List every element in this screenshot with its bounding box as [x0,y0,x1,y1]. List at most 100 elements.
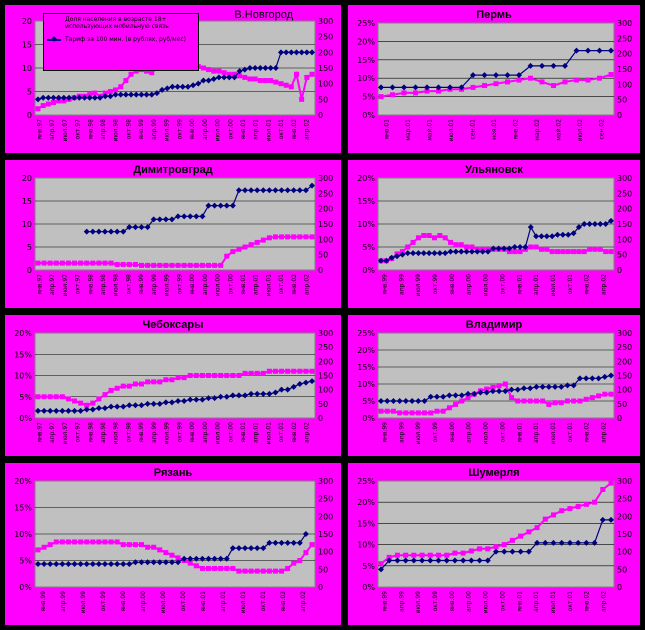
data-point [205,77,212,84]
left-tick-label: 0% [19,414,32,423]
data-point [452,248,459,255]
right-tick-label: 200 [617,357,632,366]
data-point [175,375,181,381]
data-point [285,234,291,240]
data-point [296,381,303,387]
data-point [254,187,261,194]
x-tick-label: май.02 [555,119,562,141]
x-tick-label: апр.99 [151,274,158,295]
data-point [190,82,197,89]
data-point [559,231,566,238]
data-point [122,91,129,98]
data-point [602,391,608,397]
x-tick-label: апр.01 [533,274,540,295]
data-point [97,94,104,101]
left-tick-label: 15 [22,197,32,206]
data-point [132,542,138,548]
data-point [608,72,614,78]
data-point [426,233,432,238]
data-point [187,560,193,566]
data-point [83,406,90,413]
data-point [278,187,285,194]
x-tick-label: апр.02 [304,119,311,140]
data-point [254,390,261,397]
data-point [272,389,279,396]
data-point [470,72,476,79]
data-point [143,91,150,98]
data-point [378,408,384,414]
data-point [138,402,145,409]
data-point [101,561,108,568]
data-point [187,213,194,220]
right-tick-label: 100 [318,80,333,89]
data-point [47,394,53,400]
data-point [260,370,266,376]
right-tick-label: 250 [617,189,632,198]
x-tick-label: апр.01 [253,422,260,443]
data-point [303,368,309,374]
data-point [272,65,279,71]
data-point [113,87,119,93]
data-point [297,234,303,240]
right-tick-label: 250 [318,343,333,352]
chart-svg-shumerlya: 0% 5% 10% 15% 20% 25% 0 50 100 150 200 250 300 янв.99… [357,477,632,613]
data-point [399,249,405,255]
data-point [169,262,175,268]
data-point [546,401,552,407]
data-point [309,378,315,385]
data-point [603,249,609,255]
data-point [451,557,458,564]
data-point [493,544,499,550]
right-tick-label: 100 [617,386,632,395]
data-point [484,386,490,392]
data-point [565,249,571,255]
data-point [309,182,315,189]
x-tick-label: янв.00 [449,422,456,443]
data-point [309,542,315,548]
data-point [101,405,108,412]
data-point [77,561,84,568]
data-point [388,254,395,261]
left-tick-label: 15 [22,41,32,50]
data-point [211,68,217,74]
data-point [78,400,84,406]
x-tick-label: апр.99 [398,274,405,295]
data-point [284,539,291,546]
right-tick-label: 200 [318,512,333,521]
data-point [504,72,511,79]
data-point [442,250,449,257]
data-point [102,392,108,398]
data-point [459,398,465,404]
x-tick-label: окт.01 [567,274,574,295]
data-point [458,248,465,255]
data-point [41,260,47,266]
data-point [40,103,46,109]
data-point [149,70,155,76]
data-point [290,187,297,194]
data-point [474,248,481,255]
data-point [151,544,157,550]
data-point [59,539,65,545]
data-point [268,78,274,84]
data-point [591,221,598,227]
data-point [403,552,409,558]
data-point [297,368,303,374]
data-point [413,90,418,96]
data-point [262,65,269,71]
data-point [562,79,568,85]
data-point [409,398,416,404]
left-tick-label: 20% [14,477,32,486]
x-tick-label: июл.02 [577,119,584,142]
data-point [117,91,124,98]
data-point [303,234,309,240]
data-point [390,408,396,414]
data-point [284,386,291,393]
x-tick-label: янв.99 [381,422,388,443]
data-point [502,381,508,387]
data-point [433,393,440,400]
data-point [235,392,242,399]
data-point [60,94,67,101]
data-point [571,398,577,404]
